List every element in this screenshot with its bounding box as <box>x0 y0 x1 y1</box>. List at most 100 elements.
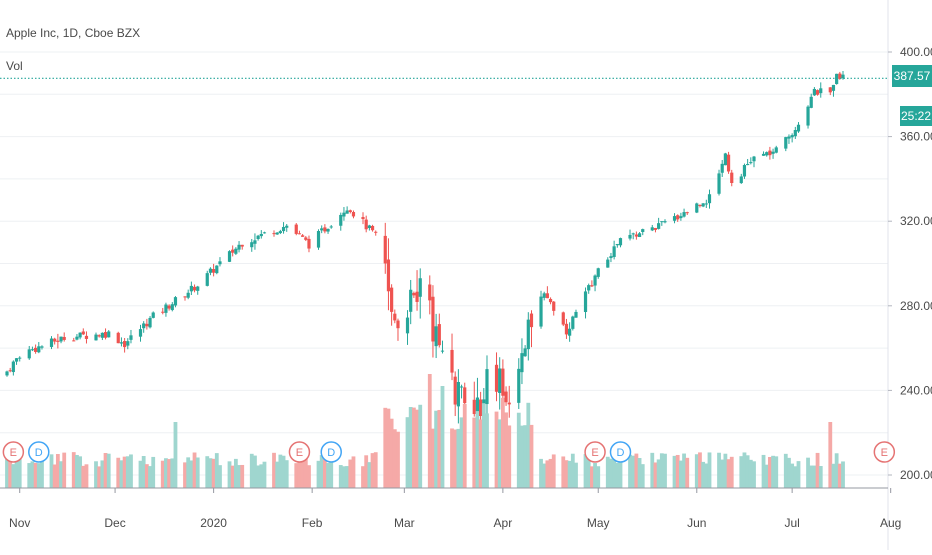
volume-bar <box>634 453 639 488</box>
candle-body <box>726 154 731 172</box>
volume-bar <box>437 409 442 488</box>
volume-bar <box>628 454 632 488</box>
volume-bar <box>450 428 454 488</box>
candle-body <box>479 399 483 417</box>
volume-bar <box>748 459 753 488</box>
price-axis-label: 400.00 <box>900 45 932 59</box>
volume-bar <box>30 461 35 488</box>
volume-bar <box>812 465 817 488</box>
candle-body <box>695 203 699 213</box>
volume-bar <box>342 466 346 488</box>
candle-body <box>56 340 60 342</box>
volume-bar <box>462 404 467 488</box>
candle-body <box>628 234 632 239</box>
volume-bar <box>650 452 655 488</box>
candle-body <box>723 153 727 166</box>
volume-bar <box>373 452 378 488</box>
candle-body <box>440 350 445 352</box>
volume-bar <box>478 419 483 488</box>
candle-body <box>746 164 750 166</box>
candle-body <box>161 311 165 313</box>
candle-body <box>761 153 766 156</box>
volume-bar <box>106 453 111 488</box>
candle-body <box>367 225 371 229</box>
candle-body <box>116 332 120 344</box>
volume-bar <box>319 455 324 488</box>
volume-bar <box>682 453 686 488</box>
volume-bar <box>818 466 823 488</box>
price-axis-label: 320.00 <box>900 214 932 228</box>
candle-body <box>11 361 15 373</box>
candle-body <box>218 261 222 265</box>
volume-bar <box>723 453 728 488</box>
candle-body <box>437 324 441 346</box>
volume-bar <box>348 459 353 488</box>
candle-body <box>796 124 801 132</box>
volume-bar <box>456 428 461 488</box>
volume-bar <box>640 464 645 488</box>
candle-body <box>475 397 480 413</box>
candle-body <box>523 348 527 357</box>
volume-bar <box>596 466 601 488</box>
volume-bar <box>116 457 121 488</box>
volume-bar <box>119 460 124 488</box>
candle-body <box>809 96 813 108</box>
volume-bar <box>237 465 241 488</box>
volume-bar <box>475 411 480 488</box>
volume-bar <box>837 463 842 488</box>
candle-body <box>342 212 346 217</box>
price-axis-label: 280.00 <box>900 299 932 313</box>
volume-bar <box>415 409 419 488</box>
candle-body <box>653 227 658 230</box>
candle-body <box>142 323 146 329</box>
volume-bar <box>685 457 690 488</box>
volume-bar <box>125 456 130 488</box>
candle-body <box>835 73 839 85</box>
candle-body <box>320 228 324 231</box>
candle-body <box>27 349 31 359</box>
candle-body <box>717 173 721 194</box>
earnings-marker <box>584 441 606 463</box>
volume-bar <box>11 464 16 488</box>
volume-bar <box>548 458 553 488</box>
candle-body <box>812 88 816 96</box>
candle-body <box>587 285 591 291</box>
candle-body <box>771 151 775 154</box>
volume-bar <box>485 413 489 488</box>
volume-bar <box>129 454 133 488</box>
volume-bar <box>570 453 575 488</box>
time-axis-label: Mar <box>394 516 415 530</box>
candle-body <box>250 242 254 248</box>
volume-bar <box>27 463 32 488</box>
candle-body <box>663 221 667 223</box>
volume-bar <box>787 457 791 488</box>
volume-legend[interactable]: Vol <box>6 59 23 73</box>
time-axis-label: 2020 <box>200 516 227 530</box>
volume-bar <box>81 465 86 488</box>
candle-body <box>768 150 772 156</box>
volume-bar <box>351 456 356 488</box>
candle-body <box>459 386 464 388</box>
volume-bar <box>52 464 57 488</box>
volume-bar <box>361 466 365 488</box>
volume-bar <box>609 458 613 488</box>
candle-body <box>517 368 521 403</box>
candle-body <box>720 163 724 173</box>
volume-bar <box>656 459 661 488</box>
candle-body <box>774 147 778 153</box>
symbol-legend[interactable]: Apple Inc, 1D, Cboe BZX <box>6 26 141 40</box>
volume-bar <box>173 422 178 488</box>
candle-body <box>129 335 133 340</box>
time-axis-label: Apr <box>494 516 513 530</box>
candle-body <box>539 296 543 327</box>
time-axis-label: Jun <box>687 516 706 530</box>
volume-bar <box>97 466 102 488</box>
volume-bar <box>841 461 845 488</box>
volume-bar <box>500 397 505 488</box>
candle-body <box>494 364 499 392</box>
candle-body <box>167 305 171 309</box>
candle-body <box>345 210 349 214</box>
volume-bar <box>227 461 232 488</box>
